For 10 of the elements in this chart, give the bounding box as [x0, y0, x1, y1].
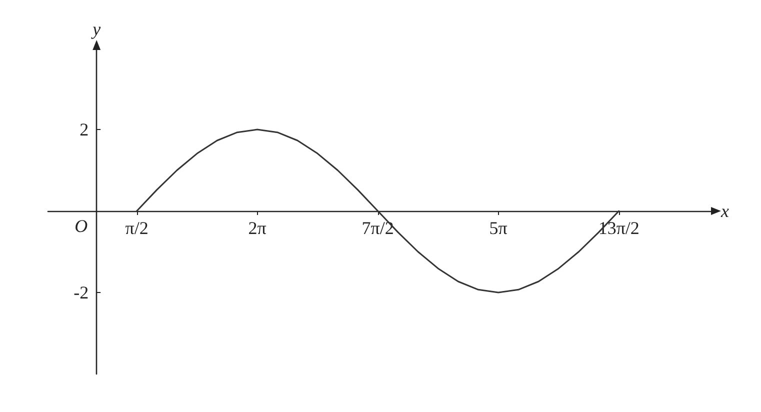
y-tick-label: -2 — [74, 282, 89, 302]
y-tick-label: 2 — [80, 120, 89, 140]
x-tick-label: π/2 — [125, 218, 148, 238]
x-tick-label: 7π/2 — [362, 218, 394, 238]
x-axis-title: x — [720, 201, 729, 221]
x-tick-label: 2π — [248, 218, 266, 238]
y-axis-title: y — [90, 19, 101, 39]
x-tick-label: 13π/2 — [598, 218, 640, 238]
annotation: O — [74, 216, 88, 236]
x-tick-label: 5π — [489, 218, 508, 238]
